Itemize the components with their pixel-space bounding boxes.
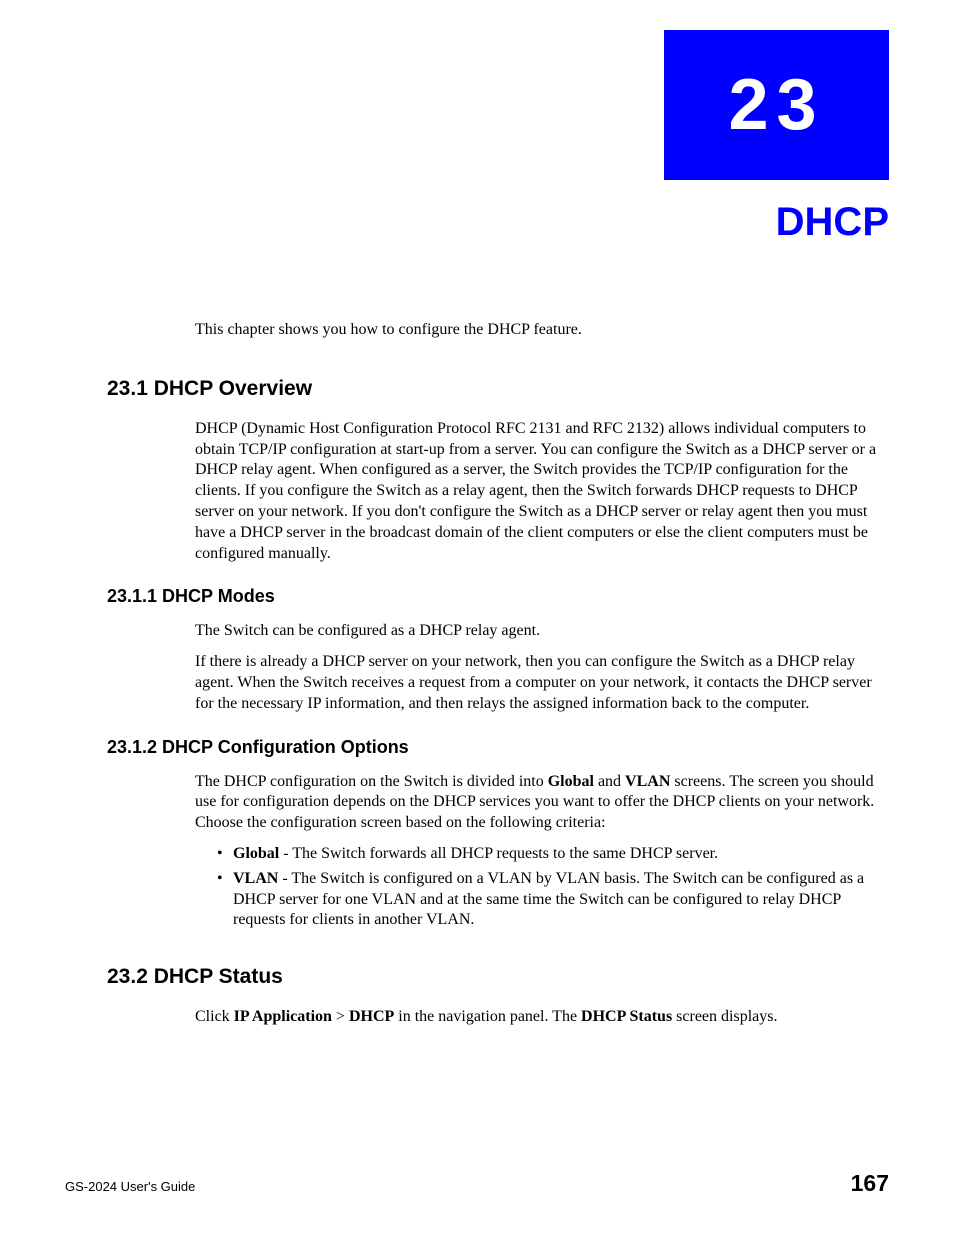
bold-dhcp-status: DHCP Status <box>581 1008 672 1025</box>
bullet-list-23-1-2: Global - The Switch forwards all DHCP re… <box>217 844 887 931</box>
bold-global: Global <box>548 773 594 790</box>
bold-dhcp: DHCP <box>349 1008 394 1025</box>
text-fragment: in the navigation panel. The <box>394 1008 581 1025</box>
subsection-23-1-2-body: The DHCP configuration on the Switch is … <box>195 772 887 834</box>
footer-guide-name: GS-2024 User's Guide <box>65 1179 195 1194</box>
bullet-bold: VLAN <box>233 870 278 887</box>
bold-ip-application: IP Application <box>234 1008 332 1025</box>
chapter-number-box: 23 <box>664 30 889 180</box>
text-fragment: Click <box>195 1008 234 1025</box>
section-heading-23-2: 23.2 DHCP Status <box>107 965 887 989</box>
bullet-rest: - The Switch forwards all DHCP requests … <box>279 845 718 862</box>
page-number: 167 <box>851 1170 889 1197</box>
bullet-bold: Global <box>233 845 279 862</box>
text-fragment: screen displays. <box>672 1008 777 1025</box>
text-fragment: The DHCP configuration on the Switch is … <box>195 773 548 790</box>
subsection-23-1-1-body1: The Switch can be configured as a DHCP r… <box>195 621 887 642</box>
bold-vlan: VLAN <box>625 773 670 790</box>
subsection-heading-23-1-1: 23.1.1 DHCP Modes <box>107 586 887 607</box>
page-content: This chapter shows you how to configure … <box>107 320 887 1038</box>
subsection-23-1-1-body2: If there is already a DHCP server on you… <box>195 652 887 714</box>
section-heading-23-1: 23.1 DHCP Overview <box>107 377 887 401</box>
subsection-heading-23-1-2: 23.1.2 DHCP Configuration Options <box>107 737 887 758</box>
intro-paragraph: This chapter shows you how to configure … <box>195 320 887 341</box>
list-item: VLAN - The Switch is configured on a VLA… <box>217 869 887 931</box>
chapter-number: 23 <box>728 64 824 146</box>
section-23-1-body: DHCP (Dynamic Host Configuration Protoco… <box>195 419 887 565</box>
text-fragment: > <box>332 1008 349 1025</box>
section-23-2-body: Click IP Application > DHCP in the navig… <box>195 1007 887 1028</box>
chapter-title: DHCP <box>776 200 889 245</box>
text-fragment: and <box>594 773 625 790</box>
bullet-rest: - The Switch is configured on a VLAN by … <box>233 870 864 929</box>
list-item: Global - The Switch forwards all DHCP re… <box>217 844 887 865</box>
page-footer: GS-2024 User's Guide 167 <box>65 1170 889 1197</box>
